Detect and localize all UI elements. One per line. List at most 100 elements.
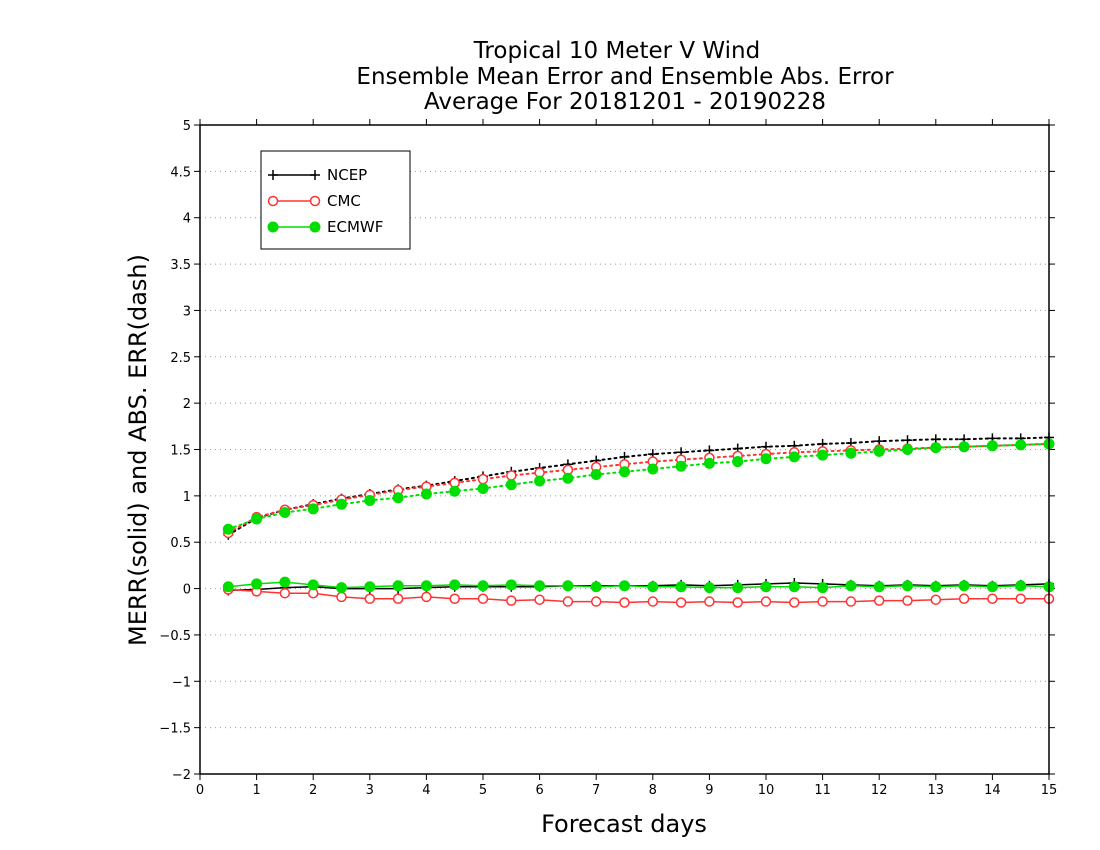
legend-label-cmc: CMC <box>327 192 361 210</box>
series-cmc <box>223 438 1055 608</box>
series-cmc-merr-point <box>987 593 998 605</box>
x-tick-label: 15 <box>1041 783 1058 798</box>
series-cmc-merr-point <box>789 597 800 608</box>
series-ecmwf-abs-err-point <box>251 513 263 525</box>
series-ecmwf-abs-err-point <box>364 494 376 506</box>
x-tick-label: 9 <box>705 783 713 798</box>
x-tick-label: 10 <box>758 783 775 798</box>
series-ecmwf-merr-point <box>1015 580 1027 592</box>
series-cmc-merr-line <box>228 588 1049 604</box>
legend-marker-cmc-left <box>267 195 279 207</box>
series-cmc-merr-point <box>675 597 687 608</box>
series-cmc-merr-point <box>392 593 404 605</box>
chart-title: Tropical 10 Meter V Wind Ensemble Mean E… <box>356 38 894 115</box>
series-cmc-merr-point <box>279 587 291 599</box>
series-ecmwf-merr-point <box>336 582 347 594</box>
chart-title-line-1: Tropical 10 Meter V Wind <box>473 38 760 64</box>
series-ecmwf-abs-err-point <box>958 441 970 453</box>
y-tick-label: 0 <box>183 583 191 598</box>
x-tick-label: 7 <box>592 783 600 798</box>
series-cmc-merr-point <box>562 596 574 607</box>
legend-marker-ecmwf-left <box>267 221 279 233</box>
series-cmc-merr-point <box>760 596 772 607</box>
y-axis-ticks: −2 −1.5 −1 −0.5 0 0.5 1 1.5 2 2.5 3 3.5 4 4.5 5 <box>159 119 1055 783</box>
series-layer <box>222 432 1055 608</box>
y-tick-label: 4.5 <box>170 165 191 180</box>
series-cmc-merr-point <box>930 594 942 605</box>
series-ecmwf-abs-err-point <box>534 475 546 487</box>
series-ncep-abs-err-line <box>227 436 1050 536</box>
series-ecmwf-merr-point <box>477 580 489 592</box>
series-ecmwf-abs-err-point <box>562 472 574 484</box>
series-cmc-merr-point <box>449 593 460 605</box>
y-tick-label: −0.5 <box>159 629 191 644</box>
series-cmc-abs-err-point <box>506 470 517 481</box>
series-cmc-merr-point <box>873 595 885 606</box>
series-ecmwf-abs-err-point <box>817 449 829 461</box>
series-ecmwf-abs-err-point <box>222 523 234 535</box>
series-ecmwf-abs-err-point <box>449 485 461 497</box>
y-tick-label: 2 <box>183 397 191 412</box>
x-tick-label: 4 <box>422 783 430 798</box>
y-axis-label: MERR(solid) and ABS. ERR(dash) <box>124 254 152 646</box>
x-axis-ticks: 0 1 2 3 4 5 6 7 8 9 10 11 12 13 14 15 <box>196 119 1057 798</box>
series-ecmwf-merr-point <box>760 581 772 593</box>
x-tick-label: 5 <box>479 783 487 798</box>
series-ecmwf-abs-err-point <box>873 445 885 457</box>
series-cmc-abs-err-line <box>227 442 1050 534</box>
x-tick-label: 3 <box>366 783 374 798</box>
series-ecmwf-merr-point <box>817 582 829 594</box>
chart-title-line-2: Ensemble Mean Error and Ensemble Abs. Er… <box>356 64 894 90</box>
x-tick-label: 14 <box>984 783 1001 798</box>
series-ecmwf-merr-point <box>619 580 630 592</box>
legend-label-ncep: NCEP <box>327 166 367 184</box>
series-ecmwf-abs-err-point <box>1015 439 1027 451</box>
series-cmc-merr-point <box>534 594 545 605</box>
series-cmc-merr-point <box>845 596 857 607</box>
series-ecmwf-merr-point <box>392 580 404 592</box>
series-ecmwf-merr-point <box>505 579 517 591</box>
series-cmc-merr-point <box>902 595 913 606</box>
series-ecmwf-abs-err-point <box>930 442 942 454</box>
x-tick-label: 0 <box>196 783 204 798</box>
series-cmc-merr-point <box>704 596 715 607</box>
series-ecmwf-abs-err-point <box>336 498 347 510</box>
legend-marker-ecmwf-right <box>309 221 321 233</box>
y-tick-label: 3.5 <box>170 258 191 273</box>
series-ecmwf-abs-err-point <box>986 440 998 452</box>
series-ecmwf <box>222 438 1055 594</box>
x-tick-label: 2 <box>309 783 317 798</box>
series-ncep <box>223 432 1054 596</box>
x-tick-label: 13 <box>928 783 945 798</box>
y-tick-label: 5 <box>183 119 191 134</box>
y-tick-label: 3 <box>183 304 191 319</box>
series-cmc-merr-point <box>619 597 630 608</box>
legend-item-ncep: NCEP <box>268 166 367 184</box>
series-cmc-merr-point <box>590 596 602 607</box>
series-cmc-merr-point <box>336 591 347 603</box>
series-ecmwf-merr-point <box>703 582 715 594</box>
series-ecmwf-merr-point <box>449 579 461 591</box>
series-ecmwf-merr-point <box>986 581 998 593</box>
legend-box <box>260 150 411 250</box>
series-cmc-merr-point <box>477 593 489 605</box>
series-cmc-merr-point <box>421 591 432 603</box>
series-cmc-merr-point <box>506 595 517 606</box>
series-ecmwf-abs-err-point <box>703 457 715 469</box>
series-cmc-merr-point <box>958 593 970 605</box>
series-ecmwf-merr-point <box>958 580 970 592</box>
series-ecmwf-merr-point <box>845 580 857 592</box>
series-ecmwf-merr-point <box>930 581 942 593</box>
series-ecmwf-abs-err-point <box>590 469 602 481</box>
series-ecmwf-merr-point <box>590 581 602 593</box>
series-ecmwf-merr-point <box>788 581 800 593</box>
series-ecmwf-merr-point <box>307 579 319 591</box>
series-ecmwf-abs-err-point <box>788 451 800 463</box>
legend-item-ecmwf: ECMWF <box>267 218 383 236</box>
legend-marker-cmc-right <box>309 195 321 207</box>
legend: NCEP CMC ECMWF <box>260 150 411 250</box>
chart-title-line-3: Average For 20181201 - 20190228 <box>424 89 826 115</box>
series-ecmwf-merr-point <box>222 581 234 593</box>
plot-frame <box>199 124 1050 775</box>
